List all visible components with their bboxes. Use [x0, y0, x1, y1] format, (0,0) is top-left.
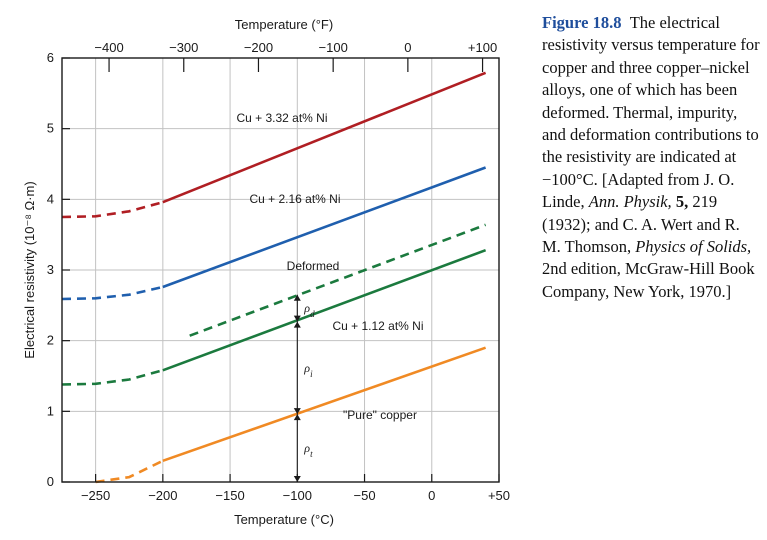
- x-tick-label-5: 0: [428, 488, 435, 503]
- label-cu-216-ni: Cu + 2.16 at% Ni: [249, 192, 340, 206]
- series-1-solid-line: [162, 166, 487, 289]
- rho-d-subscript: d: [310, 309, 315, 319]
- y-tick-label-0: 0: [47, 474, 54, 489]
- x-axis-title: Temperature (°C): [234, 512, 334, 527]
- rho-t-label: ρt: [303, 441, 313, 459]
- top-axis-ticks: −400 −300 −200 −100 0 +100: [94, 40, 497, 72]
- data-series: [61, 71, 487, 484]
- y-tick-label-1: 1: [47, 403, 54, 418]
- grid-lines: [62, 58, 499, 482]
- x-tick-label-6: +50: [488, 488, 510, 503]
- y-tick-label-5: 5: [47, 121, 54, 136]
- x-tick-label-0: −250: [81, 488, 110, 503]
- series-0-dashed-line: [61, 200, 164, 219]
- caption-volume: 5,: [675, 192, 689, 212]
- top-tick-label-0: −400: [94, 40, 123, 55]
- top-axis-title: Temperature (°F): [235, 17, 333, 32]
- figure-label: Figure 18.8: [542, 13, 622, 32]
- series-1-dashed-line: [61, 285, 164, 301]
- label-cu-332-ni: Cu + 3.32 at% Ni: [236, 111, 327, 125]
- y-tick-label-4: 4: [47, 191, 54, 206]
- y-tick-label-6: 6: [47, 50, 54, 65]
- top-tick-label-5: +100: [468, 40, 497, 55]
- rho-d-label: ρd: [303, 301, 315, 319]
- label-cu-112-ni: Cu + 1.12 at% Ni: [332, 319, 423, 333]
- top-tick-label-1: −300: [169, 40, 198, 55]
- caption-text-1: The electrical resistivity versus temper…: [542, 13, 760, 212]
- caption-book: Physics of Solids,: [635, 237, 752, 257]
- x-tick-label-2: −150: [215, 488, 244, 503]
- caption-journal: Ann. Physik,: [588, 192, 672, 212]
- x-tick-label-3: −100: [283, 488, 312, 503]
- series-3-solid-line: [162, 248, 487, 372]
- y-tick-label-2: 2: [47, 333, 54, 348]
- x-tick-label-4: −50: [354, 488, 376, 503]
- rho-i-label: ρi: [303, 361, 313, 379]
- rho-d-arrowhead-top: [293, 294, 301, 301]
- x-axis-ticks: −250 −200 −150 −100 −50 0 +50: [81, 474, 510, 503]
- annotation-arrows: ρd ρi ρt: [293, 294, 315, 482]
- top-tick-label-4: 0: [404, 40, 411, 55]
- series-0-solid-line: [162, 71, 487, 204]
- caption-text-2: 219 (1932); and C. A. Wert and R. M. Tho…: [542, 192, 740, 257]
- series-4-solid-line: [162, 346, 487, 463]
- top-tick-label-3: −100: [319, 40, 348, 55]
- y-axis-title: Electrical resistivity (10⁻⁸ Ω·m): [22, 181, 37, 358]
- rho-t-arrowhead-top: [293, 414, 301, 421]
- rho-i-subscript: i: [310, 369, 313, 379]
- top-tick-label-2: −200: [244, 40, 273, 55]
- y-axis-ticks: 0 1 2 3 4 5 6: [47, 50, 70, 489]
- series-3-dashed-line: [61, 369, 164, 386]
- x-tick-label-1: −200: [148, 488, 177, 503]
- caption-text-3: 2nd edition, McGraw-Hill Book Company, N…: [542, 259, 755, 301]
- rho-i-arrowhead-top: [293, 321, 301, 328]
- label-pure-copper: "Pure" copper: [343, 408, 417, 422]
- rho-d-arrowhead-bottom: [293, 315, 301, 322]
- rho-i-arrowhead-bottom: [293, 408, 301, 415]
- label-deformed: Deformed: [287, 259, 340, 273]
- series-2-dashed-line: [189, 223, 487, 337]
- series-4-dashed-line: [95, 459, 164, 484]
- y-tick-label-3: 3: [47, 262, 54, 277]
- figure-caption: Figure 18.8 The electrical resistivity v…: [542, 12, 760, 303]
- rho-t-subscript: t: [310, 449, 313, 459]
